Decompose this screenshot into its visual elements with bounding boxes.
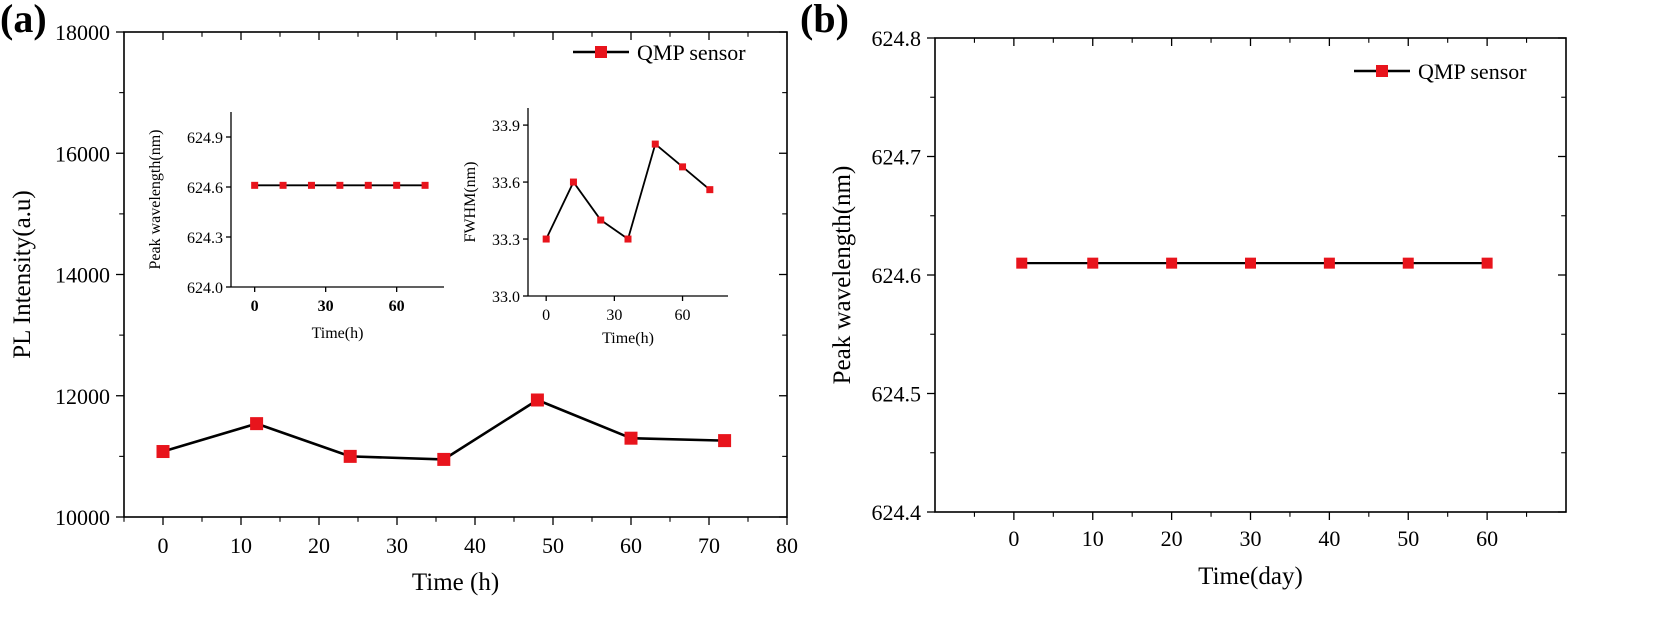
data-point: [542, 235, 550, 243]
y-tick-label: 16000: [55, 141, 110, 166]
a-inset-peak-chart: 0 30 60 624.0 624.3 624.6 624.9 Time(h) Peak wav…: [147, 112, 444, 342]
y-tick-label: 33.9: [492, 118, 520, 135]
legend-label: QMP sensor: [1418, 59, 1527, 84]
x-tick-label: 70: [698, 533, 720, 558]
x-tick-label: 10: [230, 533, 252, 558]
x-tick-label: 0: [158, 533, 169, 558]
y-tick-label: 624.8: [872, 26, 922, 51]
y-tick-label: 624.5: [872, 382, 922, 407]
y-tick-label: 33.6: [492, 175, 520, 192]
y-tick-label: 624.9: [187, 130, 223, 147]
data-point: [307, 181, 315, 189]
panel-label: (a): [0, 0, 47, 41]
x-tick-label: 40: [1318, 526, 1340, 551]
y-tick-label: 624.3: [187, 230, 223, 247]
x-tick-label: 0: [542, 307, 550, 324]
y-tick-label: 10000: [55, 505, 110, 530]
legend-label: QMP sensor: [637, 40, 746, 65]
x-tick-label: 0: [1008, 526, 1019, 551]
data-point: [1245, 257, 1256, 269]
x-tick-label: 60: [675, 307, 691, 324]
y-axis-title: PL Intensity(a.u): [9, 190, 36, 358]
data-point: [421, 181, 429, 189]
data-point: [679, 163, 687, 171]
data-point: [343, 449, 357, 463]
y-tick-label: 624.0: [187, 280, 223, 297]
a-main-chart: (a) 0 10 20 30 40 50 60 70 80 10000 12000 14000 16000…: [0, 0, 798, 596]
data-point: [1016, 257, 1028, 269]
x-tick-label: 10: [1082, 526, 1104, 551]
y-tick-label: 18000: [55, 20, 110, 45]
x-tick-label: 30: [606, 307, 622, 324]
series-line: [545, 143, 711, 240]
data-point: [651, 140, 659, 148]
y-tick-label: 14000: [55, 263, 110, 288]
x-tick-label: 20: [308, 533, 330, 558]
data-point: [336, 181, 344, 189]
legend: QMP sensor: [573, 40, 746, 65]
panel-label: (b): [800, 0, 849, 41]
data-point: [437, 452, 451, 466]
data-point: [1323, 257, 1335, 269]
y-tick-label: 12000: [55, 384, 110, 409]
x-tick-label: 50: [1397, 526, 1419, 551]
data-point: [624, 431, 638, 445]
b-main-chart: (b) 0 10 20 30 40 50 60 624.4 624.5 624.6 624.7 624.…: [800, 0, 1567, 590]
data-point: [156, 445, 170, 459]
x-axis-title: Time(h): [602, 330, 654, 347]
x-tick-label: 20: [1161, 526, 1183, 551]
y-axis-title: FWHM(nm): [462, 162, 479, 243]
data-point: [251, 181, 259, 189]
data-point: [393, 181, 401, 189]
data-point: [1402, 257, 1414, 269]
x-tick-label: 30: [1240, 526, 1262, 551]
data-point: [597, 216, 605, 224]
y-tick-label: 624.6: [187, 180, 223, 197]
x-tick-label: 30: [318, 298, 334, 315]
plot-frame: [123, 31, 788, 518]
a-inset-fwhm-chart: 0 30 60 33.0 33.3 33.6 33.9 Time(h) FWHM(nm): [462, 108, 728, 347]
data-point: [364, 181, 372, 189]
y-tick-label: 624.6: [872, 263, 922, 288]
legend: QMP sensor: [1354, 59, 1527, 84]
data-point: [530, 393, 544, 407]
y-axis-title: Peak wavelength(nm): [147, 130, 164, 270]
x-axis-title: Time(day): [1198, 563, 1303, 590]
plot-frame: [934, 37, 1567, 513]
x-tick-label: 0: [251, 298, 259, 315]
data-point: [1166, 257, 1178, 269]
data-point: [718, 434, 732, 448]
legend-marker: [595, 46, 607, 58]
y-tick-label: 624.7: [872, 145, 922, 170]
x-tick-label: 40: [464, 533, 486, 558]
x-tick-label: 80: [776, 533, 798, 558]
series-line: [162, 398, 725, 461]
x-tick-label: 50: [542, 533, 564, 558]
legend-marker: [1376, 65, 1388, 77]
data-point: [1481, 257, 1493, 269]
data-point: [250, 417, 264, 431]
x-tick-label: 30: [386, 533, 408, 558]
data-point: [279, 181, 287, 189]
y-axis-title: Peak wavelength(nm): [829, 166, 856, 385]
y-tick-label: 33.0: [492, 289, 520, 306]
x-tick-label: 60: [389, 298, 405, 315]
y-tick-label: 33.3: [492, 232, 520, 249]
x-tick-label: 60: [620, 533, 642, 558]
x-axis-title: Time(h): [312, 325, 364, 342]
x-axis-title: Time (h): [412, 569, 499, 596]
data-point: [569, 178, 577, 186]
y-tick-label: 624.4: [872, 500, 922, 525]
data-point: [706, 186, 714, 194]
data-point: [1087, 257, 1099, 269]
x-tick-label: 60: [1476, 526, 1498, 551]
data-point: [624, 235, 632, 243]
